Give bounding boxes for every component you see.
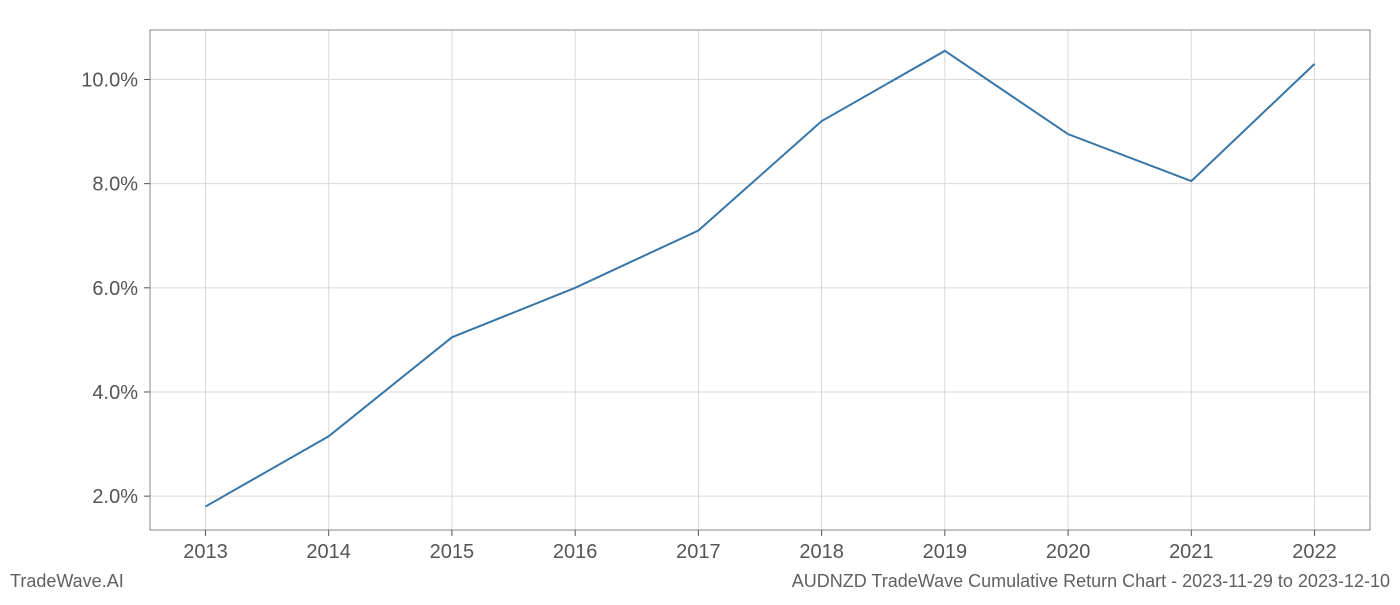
svg-text:8.0%: 8.0% [92, 174, 138, 196]
footer-brand: TradeWave.AI [10, 571, 124, 592]
svg-text:2014: 2014 [306, 541, 351, 563]
svg-text:2017: 2017 [676, 541, 721, 563]
svg-text:10.0%: 10.0% [81, 69, 138, 91]
svg-text:2019: 2019 [923, 541, 968, 563]
svg-text:2022: 2022 [1292, 541, 1337, 563]
svg-text:2021: 2021 [1169, 541, 1214, 563]
line-chart: 2013 2014 2015 2016 2017 2018 2019 2020 2021 2022… [0, 0, 1400, 600]
svg-text:6.0%: 6.0% [92, 278, 138, 300]
svg-text:2016: 2016 [553, 541, 598, 563]
svg-text:2013: 2013 [183, 541, 228, 563]
svg-text:2018: 2018 [799, 541, 844, 563]
svg-text:2015: 2015 [430, 541, 475, 563]
footer-title: AUDNZD TradeWave Cumulative Return Chart… [792, 571, 1390, 592]
svg-text:2020: 2020 [1046, 541, 1091, 563]
svg-text:4.0%: 4.0% [92, 382, 138, 404]
svg-text:2.0%: 2.0% [92, 486, 138, 508]
chart-svg: 2013 2014 2015 2016 2017 2018 2019 2020 2021 2022… [0, 0, 1400, 600]
